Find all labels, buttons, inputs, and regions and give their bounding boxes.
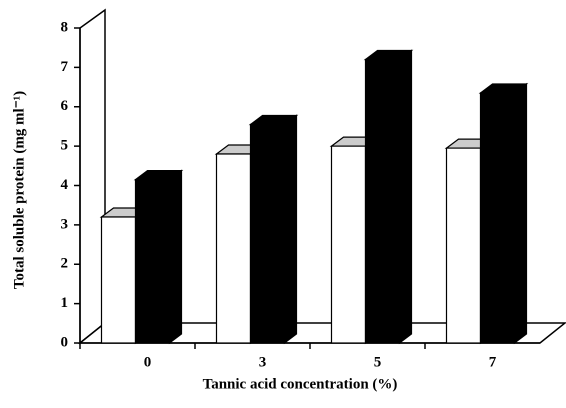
bar <box>249 123 286 344</box>
x-tick-label: 7 <box>489 354 497 370</box>
y-tick-label: 3 <box>61 216 69 232</box>
x-tick-label: 5 <box>374 354 382 370</box>
bar <box>445 147 482 344</box>
bar <box>134 178 171 344</box>
y-tick-label: 0 <box>61 334 69 350</box>
y-axis-title: Total soluble protein (mg ml⁻¹) <box>11 91 27 289</box>
x-axis-title: Tannic acid concentration (%) <box>203 376 398 392</box>
y-tick-label: 2 <box>61 256 69 272</box>
bar-side <box>513 82 528 345</box>
bar <box>330 145 367 344</box>
y-tick-label: 6 <box>61 98 69 114</box>
bar <box>215 153 252 344</box>
y-tick-label: 7 <box>61 59 69 75</box>
y-tick-label: 5 <box>61 138 69 154</box>
y-tick-label: 8 <box>61 19 69 35</box>
y-tick-label: 1 <box>61 295 69 311</box>
x-tick-label: 3 <box>259 354 267 370</box>
bar <box>100 216 137 344</box>
bar-side <box>283 114 298 345</box>
y-tick-label: 4 <box>61 177 69 193</box>
bar <box>364 58 401 344</box>
bar-side <box>398 49 413 345</box>
x-tick-label: 0 <box>144 354 152 370</box>
bar <box>479 92 516 344</box>
bar-side <box>168 169 183 345</box>
